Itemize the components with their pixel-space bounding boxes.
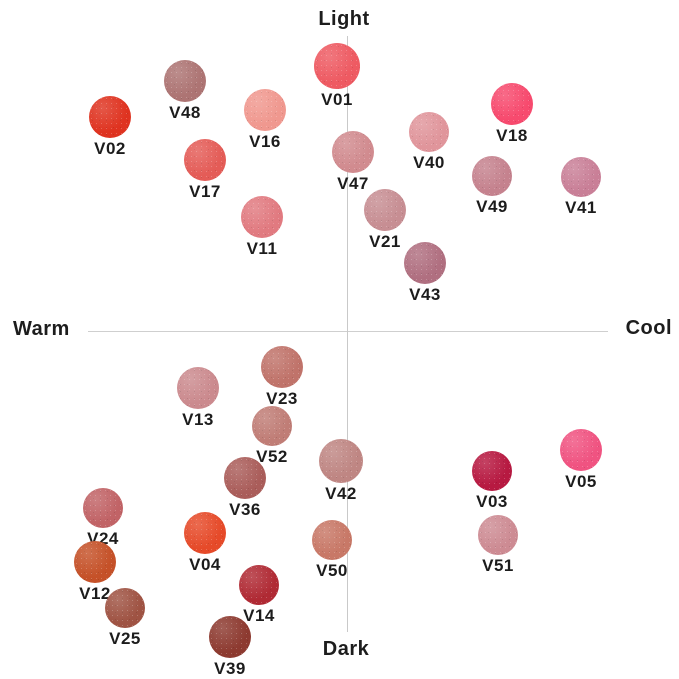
swatch-label-V43: V43 (409, 285, 441, 304)
swatch-label-V50: V50 (316, 561, 348, 580)
swatch-label-V25: V25 (109, 629, 141, 648)
swatch-V47 (332, 131, 374, 173)
axis-label-cool: Cool (625, 317, 672, 339)
swatch-label-V40: V40 (413, 153, 445, 172)
swatch-V14 (239, 565, 279, 605)
swatch-V41 (561, 157, 601, 197)
swatch-label-V42: V42 (325, 484, 357, 503)
swatch-label-V14: V14 (243, 606, 275, 625)
swatch-V36 (224, 457, 266, 499)
swatch-label-V36: V36 (229, 500, 261, 519)
swatch-V01 (314, 43, 360, 89)
swatch-label-V52: V52 (256, 447, 288, 466)
swatch-V52 (252, 406, 292, 446)
swatch-label-V48: V48 (169, 103, 201, 122)
swatch-label-V47: V47 (337, 174, 369, 193)
swatch-label-V49: V49 (476, 197, 508, 216)
swatch-V40 (409, 112, 449, 152)
swatch-V02 (89, 96, 131, 138)
swatch-label-V03: V03 (476, 492, 508, 511)
swatch-V23 (261, 346, 303, 388)
swatch-V21 (364, 189, 406, 231)
swatch-V05 (560, 429, 602, 471)
swatch-label-V13: V13 (182, 410, 214, 429)
swatch-V12 (74, 541, 116, 583)
swatch-V25 (105, 588, 145, 628)
swatch-label-V16: V16 (249, 132, 281, 151)
swatch-label-V18: V18 (496, 126, 528, 145)
swatch-label-V23: V23 (266, 389, 298, 408)
axis-label-dark: Dark (322, 638, 370, 660)
swatch-label-V17: V17 (189, 182, 221, 201)
swatch-label-V12: V12 (79, 584, 111, 603)
swatch-V43 (404, 242, 446, 284)
swatch-label-V51: V51 (482, 556, 514, 575)
swatch-V04 (184, 512, 226, 554)
swatch-V11 (241, 196, 283, 238)
swatch-V16 (244, 89, 286, 131)
swatch-V03 (472, 451, 512, 491)
axis-label-warm: Warm (13, 318, 70, 340)
swatch-label-V01: V01 (321, 90, 353, 109)
light-dark-axis-line (347, 36, 348, 632)
swatch-V42 (319, 439, 363, 483)
swatch-V51 (478, 515, 518, 555)
swatch-label-V21: V21 (369, 232, 401, 251)
swatch-label-V11: V11 (246, 239, 278, 258)
swatch-V49 (472, 156, 512, 196)
swatch-label-V02: V02 (94, 139, 126, 158)
axis-label-light: Light (318, 8, 370, 30)
swatch-V24 (83, 488, 123, 528)
swatch-V18 (491, 83, 533, 125)
swatch-label-V04: V04 (189, 555, 221, 574)
swatch-label-V41: V41 (565, 198, 597, 217)
swatch-label-V05: V05 (565, 472, 597, 491)
swatch-label-V39: V39 (214, 659, 246, 678)
swatch-V13 (177, 367, 219, 409)
swatch-V50 (312, 520, 352, 560)
swatch-V39 (209, 616, 251, 658)
swatch-V48 (164, 60, 206, 102)
swatch-V17 (184, 139, 226, 181)
warm-cool-axis-line (88, 331, 608, 332)
